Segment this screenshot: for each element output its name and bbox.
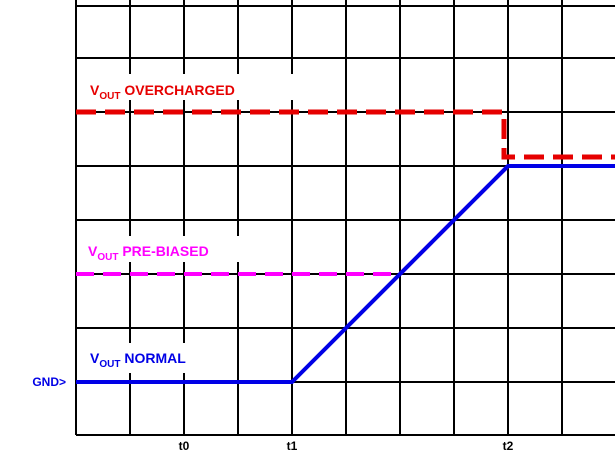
prebiased-label-rest: PRE-BIASED <box>118 243 208 259</box>
overcharged-label-v: V <box>90 82 100 98</box>
x-tick-t1: t1 <box>287 439 298 453</box>
prebiased-label-bg <box>82 236 272 262</box>
prebiased-label-sub: OUT <box>97 252 118 263</box>
overcharged-label: VOUT OVERCHARGED <box>90 82 235 102</box>
x-tick-t0: t0 <box>179 439 190 453</box>
normal-label-bg <box>84 343 234 373</box>
normal-trace <box>76 164 615 384</box>
normal-label: VOUT NORMAL <box>90 350 186 370</box>
prebiased-label: VOUT PRE-BIASED <box>88 243 209 263</box>
overcharged-label-rest: OVERCHARGED <box>120 82 234 98</box>
overcharged-trace <box>76 109 615 160</box>
overcharged-label-sub: OUT <box>99 91 120 102</box>
x-tick-t2: t2 <box>503 439 514 453</box>
prebiased-label-v: V <box>88 243 98 259</box>
gnd-label: GND> <box>32 375 66 389</box>
normal-label-sub: OUT <box>99 359 120 370</box>
overcharged-label-bg <box>82 74 294 100</box>
normal-label-v: V <box>90 350 100 366</box>
normal-label-rest: NORMAL <box>120 350 186 366</box>
